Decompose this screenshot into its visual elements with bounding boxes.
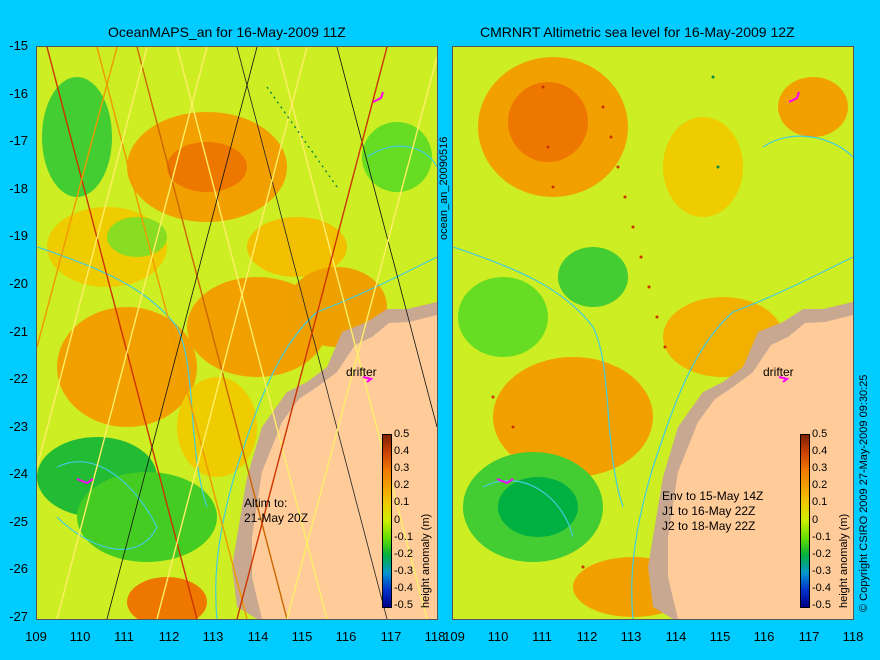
colorbar-tick: -0.1 [394,531,413,543]
drifter-label-left: drifter [346,365,377,379]
depth-contours [453,135,853,619]
drifter-tracks [496,91,800,485]
colorbar-tick: 0 [394,514,401,526]
x-tick-label: 109 [443,629,465,644]
file-id-label: ocean_an_20090516 [438,136,450,240]
depth-contours [37,145,437,619]
x-tick-label: 112 [576,629,598,644]
colorbar-tick: 0.2 [394,479,410,491]
sea-level-field [37,77,432,619]
altimeter-tracks [37,47,437,619]
x-tick-label: 110 [69,629,91,644]
colorbar-tick: 0.1 [394,496,410,508]
x-tick-label: 112 [158,629,180,644]
y-tick-label: -22 [9,371,28,386]
x-tick-label: 118 [424,629,446,644]
y-tick-label: -24 [9,466,28,481]
colorbar-tick: -0.2 [394,548,413,560]
x-tick-label: 111 [532,629,552,644]
y-tick-label: -19 [9,228,28,243]
colorbar-tick: 0.5 [394,428,410,440]
x-tick-label: 113 [202,629,224,644]
colorbar-tick: 0.4 [394,445,410,457]
altimetry-note: Altim to: 21-May 20Z [244,496,309,525]
y-tick-label: -20 [9,276,28,291]
y-tick-label: -15 [9,38,28,53]
copyright-label: © Copyright CSIRO 2009 27-May-2009 09:30… [858,374,870,612]
x-tick-label: 115 [709,629,731,644]
y-tick-label: -26 [9,561,28,576]
x-tick-label: 117 [380,629,402,644]
colorbar-tick: 0.3 [812,462,828,474]
drifter-label-right: drifter [763,365,794,379]
colorbar-right [800,434,810,608]
y-tick-label: -23 [9,419,28,434]
colorbar-tick: -0.1 [812,531,831,543]
drifter-tracks [76,91,384,485]
x-tick-label: 115 [291,629,313,644]
right-map-title: CMRNRT Altimetric sea level for 16-May-2… [480,24,795,40]
x-tick-label: 109 [25,629,47,644]
y-tick-label: -21 [9,324,28,339]
satellite-note: Env to 15-May 14Z J1 to 16-May 22Z J2 to… [662,489,764,533]
colorbar-tick: -0.4 [812,582,831,594]
x-tick-label: 110 [487,629,509,644]
colorbar-tick: -0.5 [394,599,413,611]
x-tick-label: 111 [114,629,134,644]
x-tick-label: 114 [665,629,687,644]
left-map-panel [36,46,438,620]
y-tick-label: -17 [9,133,28,148]
colorbar-tick: 0.4 [812,445,828,457]
y-tick-label: -25 [9,514,28,529]
x-tick-label: 118 [842,629,864,644]
colorbar-tick: 0.3 [394,462,410,474]
colorbar-tick: 0.1 [812,496,828,508]
x-tick-label: 113 [620,629,642,644]
left-map-title: OceanMAPS_an for 16-May-2009 11Z [108,24,346,40]
colorbar-tick: -0.5 [812,599,831,611]
colorbar-tick: -0.2 [812,548,831,560]
colorbar-tick: -0.3 [812,565,831,577]
colorbar-tick: 0.5 [812,428,828,440]
colorbar-tick: -0.3 [394,565,413,577]
right-map-panel [452,46,854,620]
y-tick-label: -16 [9,86,28,101]
colorbar-left [382,434,392,608]
x-tick-label: 114 [247,629,269,644]
colorbar-tick: 0 [812,514,819,526]
x-tick-label: 117 [798,629,820,644]
colorbar-tick: 0.2 [812,479,828,491]
altimeter-points [491,75,720,569]
y-tick-label: -18 [9,181,28,196]
y-tick-label: -27 [9,609,28,624]
x-tick-label: 116 [335,629,357,644]
x-tick-label: 116 [753,629,775,644]
colorbar-tick: -0.4 [394,582,413,594]
